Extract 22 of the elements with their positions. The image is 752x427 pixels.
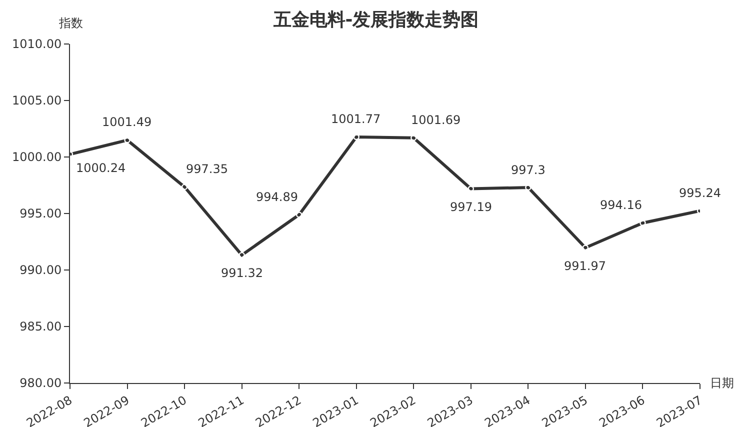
data-label: 1001.69: [411, 113, 461, 127]
data-label: 991.97: [564, 259, 606, 273]
data-label: 1001.77: [331, 112, 381, 126]
y-tick-label: 985.00: [20, 320, 62, 334]
data-label: 994.16: [600, 198, 642, 212]
data-label: 997.19: [450, 200, 492, 214]
y-tick-label: 1000.00: [12, 150, 62, 164]
y-tick-label: 1010.00: [12, 37, 62, 52]
y-tick-label: 980.00: [20, 376, 62, 390]
y-tick-label: 990.00: [20, 263, 62, 278]
y-tick-label: 995.00: [20, 206, 62, 221]
data-label: 997.3: [511, 163, 546, 177]
data-label: 991.32: [221, 266, 263, 280]
y-axis-title: 指数: [58, 16, 83, 30]
x-axis-title: 日期: [710, 376, 734, 390]
chart-title: 五金电料-发展指数走势图: [272, 10, 479, 31]
data-label: 1001.49: [102, 115, 152, 129]
data-label: 1000.24: [76, 161, 126, 175]
data-label: 995.24: [679, 186, 721, 200]
data-label: 997.35: [186, 162, 228, 176]
y-tick-label: 1005.00: [12, 94, 62, 108]
data-label: 994.89: [256, 190, 298, 204]
